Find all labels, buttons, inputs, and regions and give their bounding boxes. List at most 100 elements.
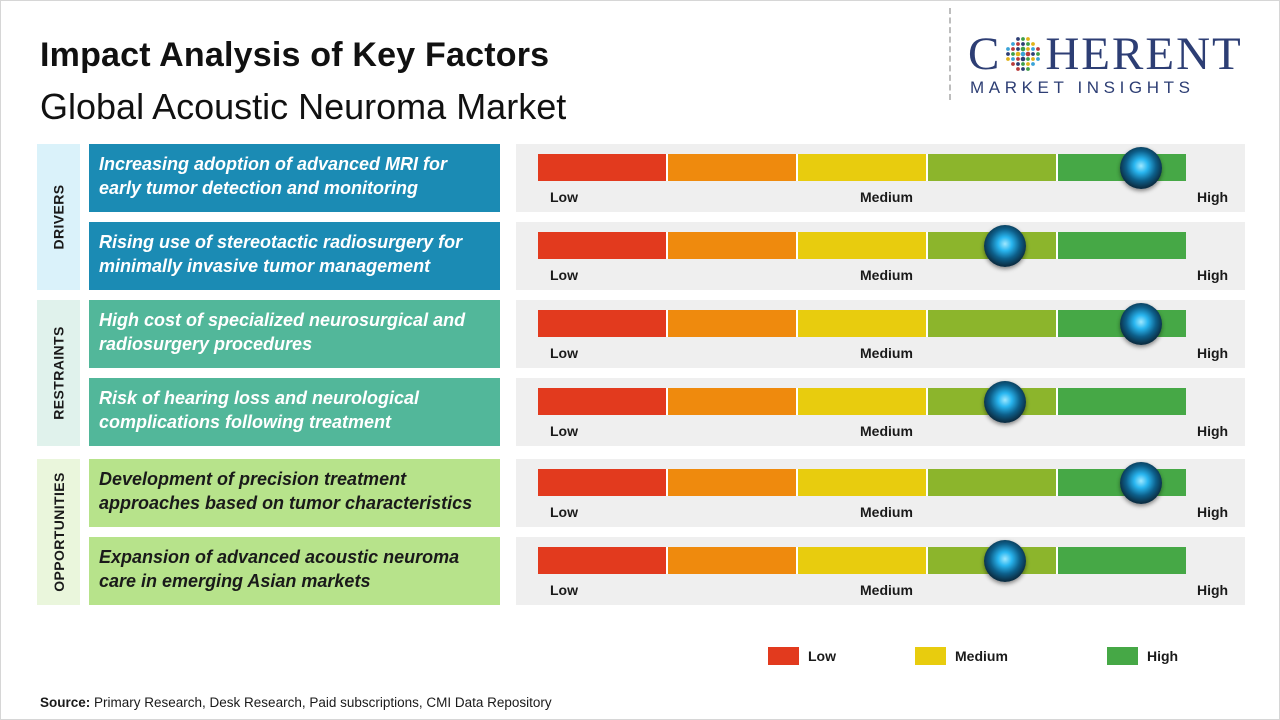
logo-dot — [1016, 57, 1021, 61]
logo-dot — [1031, 57, 1036, 61]
legend-item: Medium — [915, 647, 1008, 665]
logo-dot — [1006, 57, 1011, 61]
scale-label-medium: Medium — [860, 267, 913, 283]
logo-dot — [1026, 37, 1031, 41]
scale-segment — [668, 232, 798, 259]
page-title: Impact Analysis of Key Factors — [40, 36, 550, 74]
scale-segment — [668, 388, 798, 415]
legend-item: Low — [768, 647, 836, 665]
scale-segment — [798, 388, 928, 415]
logo-dot — [1006, 47, 1011, 51]
logo-dot — [1011, 52, 1016, 56]
logo-dot — [1011, 42, 1016, 46]
scale-segment — [928, 469, 1058, 496]
factor-text: High cost of specialized neurosurgical a… — [89, 300, 500, 368]
impact-scale-bar — [538, 547, 1186, 574]
factor-text: Increasing adoption of advanced MRI for … — [89, 144, 500, 212]
scale-label-high: High — [1197, 267, 1229, 283]
logo-dot — [1026, 62, 1031, 66]
scale-segment — [668, 469, 798, 496]
scale-segment — [538, 547, 668, 574]
impact-marker — [1119, 462, 1162, 504]
scale-label-low: Low — [550, 504, 578, 520]
scale-label-medium: Medium — [860, 345, 913, 361]
impact-scale-bar — [538, 232, 1186, 259]
scale-label-high: High — [1197, 345, 1229, 361]
logo-wordmark: C HERENT — [968, 30, 1263, 78]
scale-segment — [798, 310, 928, 337]
source-text: Primary Research, Desk Research, Paid su… — [90, 695, 552, 710]
scale-segment — [538, 388, 668, 415]
logo-tagline: MARKET INSIGHTS — [970, 78, 1195, 97]
legend-item: High — [1107, 647, 1178, 665]
logo-dot — [1036, 52, 1041, 56]
factor-text: Development of precision treatment appro… — [89, 459, 500, 527]
category-label: DRIVERS — [50, 184, 67, 250]
impact-gauge: Low Medium High — [516, 300, 1245, 368]
scale-label-medium: Medium — [860, 504, 913, 520]
impact-gauge: Low Medium High — [516, 459, 1245, 527]
scale-label-low: Low — [550, 582, 578, 598]
impact-gauge: Low Medium High — [516, 378, 1245, 446]
scale-segment — [798, 154, 928, 181]
logo-dot — [1016, 51, 1021, 57]
logo-dot — [1021, 62, 1026, 66]
legend-swatch — [768, 647, 799, 665]
source-note: Source: Primary Research, Desk Research,… — [40, 695, 552, 710]
impact-marker — [1119, 303, 1162, 345]
scale-label-high: High — [1197, 423, 1229, 439]
scale-segment — [538, 310, 668, 337]
scale-label-low: Low — [550, 267, 578, 283]
impact-scale-bar — [538, 388, 1186, 415]
scale-segment — [668, 547, 798, 574]
category-label: OPPORTUNITIES — [50, 472, 67, 592]
logo-dot — [1031, 42, 1036, 46]
scale-segment — [538, 469, 668, 496]
logo-dot — [1026, 47, 1031, 51]
category-label: RESTRAINTS — [50, 326, 67, 420]
scale-segment — [538, 154, 668, 181]
scale-segment — [798, 232, 928, 259]
impact-marker — [983, 540, 1026, 582]
logo-dot — [1011, 47, 1016, 51]
factor-text: Risk of hearing loss and neurological co… — [89, 378, 500, 446]
logo-letters-herent: HERENT — [1045, 28, 1243, 80]
logo-dot — [1026, 51, 1031, 57]
legend-label: Medium — [955, 648, 1008, 664]
scale-label-low: Low — [550, 345, 578, 361]
factor-text: Expansion of advanced acoustic neuroma c… — [89, 537, 500, 605]
logo-dot — [1036, 57, 1041, 61]
legend-label: Low — [808, 648, 836, 664]
scale-segment — [1058, 547, 1186, 574]
source-label: Source: — [40, 695, 91, 710]
logo-dot — [1031, 47, 1036, 51]
logo-dot — [1016, 67, 1021, 71]
logo-dot — [1011, 62, 1016, 66]
logo-dot — [1016, 62, 1021, 66]
impact-scale-bar — [538, 154, 1186, 181]
impact-gauge: Low Medium High — [516, 537, 1245, 605]
logo-dot — [1021, 42, 1026, 46]
category-opportunities: OPPORTUNITIES — [37, 459, 80, 605]
scale-label-medium: Medium — [860, 582, 913, 598]
impact-scale-bar — [538, 469, 1186, 496]
scale-segment — [1058, 232, 1186, 259]
scale-label-low: Low — [550, 423, 578, 439]
logo-dot — [1016, 37, 1021, 41]
logo-letter-c: C — [968, 28, 1002, 80]
impact-gauge: Low Medium High — [516, 222, 1245, 290]
impact-marker — [983, 225, 1026, 267]
logo-dot — [1016, 42, 1021, 46]
scale-segment — [798, 469, 928, 496]
logo-dot — [1031, 52, 1036, 56]
logo-dot — [1006, 52, 1011, 56]
logo-dot — [1026, 42, 1031, 46]
legend-label: High — [1147, 648, 1179, 664]
category-restraints: RESTRAINTS — [37, 300, 80, 446]
logo-dots-icon — [1006, 37, 1041, 71]
impact-marker — [983, 381, 1026, 423]
category-drivers: DRIVERS — [37, 144, 80, 290]
logo-dot — [1036, 47, 1041, 51]
impact-gauge: Low Medium High — [516, 144, 1245, 212]
scale-label-medium: Medium — [860, 189, 913, 205]
